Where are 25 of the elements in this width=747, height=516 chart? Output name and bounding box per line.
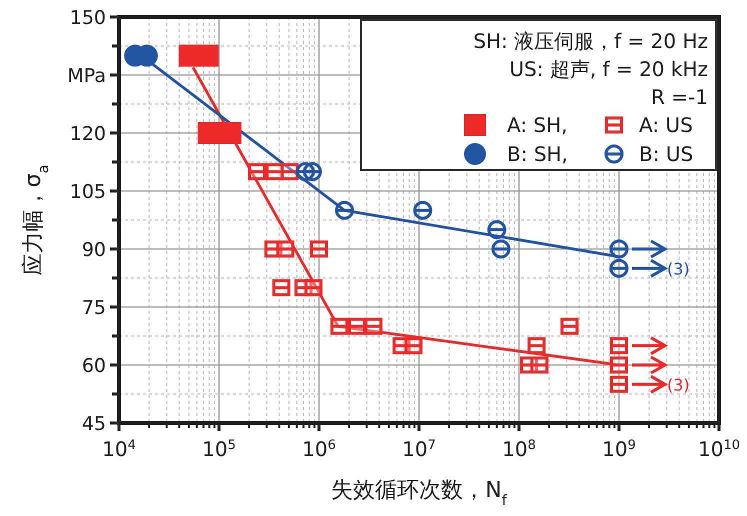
x-tick-label: 10$^{7}$ bbox=[402, 437, 436, 461]
y-tick-label: 75 bbox=[82, 297, 106, 319]
annotation: (3) bbox=[667, 259, 690, 278]
y-tick-label: 150 bbox=[70, 7, 106, 29]
y-tick-label: 45 bbox=[82, 413, 106, 435]
x-tick-label: 10$^{9}$ bbox=[602, 437, 636, 461]
y-tick-label: 120 bbox=[70, 123, 106, 145]
x-tick-label: 10$^{10}$ bbox=[698, 437, 740, 461]
legend-label: B: SH, bbox=[507, 142, 568, 166]
legend-label: A: SH, bbox=[507, 113, 568, 137]
legend-label: B: US bbox=[639, 142, 694, 166]
annotation: US: 超声, f = 20 kHz bbox=[509, 57, 708, 81]
legend-label: A: US bbox=[639, 113, 693, 137]
x-tick-label: 10$^{8}$ bbox=[502, 437, 536, 461]
x-tick-label: 10$^{4}$ bbox=[102, 437, 136, 461]
x-tick-label: 10$^{5}$ bbox=[202, 437, 236, 461]
x-tick-label: 10$^{6}$ bbox=[302, 437, 336, 461]
y-tick-label: 90 bbox=[82, 239, 106, 261]
y-tick-label: 105 bbox=[70, 181, 106, 203]
x-axis-title: 失效循环次数，N$_{f}$ bbox=[331, 478, 508, 509]
y-tick-label: 60 bbox=[82, 355, 106, 377]
annotation: R =-1 bbox=[651, 85, 708, 109]
annotation: SH: 液压伺服，f = 20 Hz bbox=[473, 29, 708, 53]
y-tick-label: MPa bbox=[67, 65, 106, 87]
annotation: (3) bbox=[667, 375, 690, 394]
